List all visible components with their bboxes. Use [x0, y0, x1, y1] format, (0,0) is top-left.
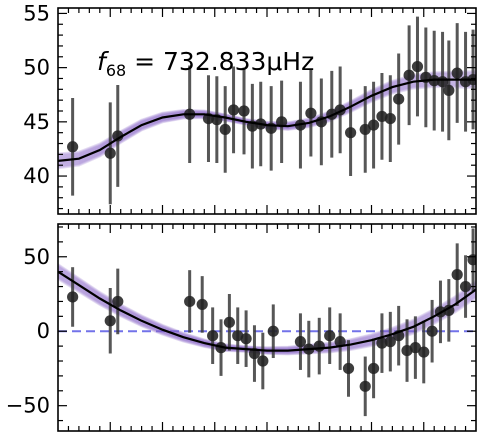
y-tick-label: 0	[37, 319, 50, 343]
plot-area	[58, 228, 476, 417]
posterior-sample-curve	[58, 263, 476, 350]
data-point	[342, 362, 355, 375]
data-point	[334, 336, 346, 348]
data-point	[418, 346, 430, 358]
data-point	[219, 123, 231, 136]
data-point	[67, 141, 79, 153]
data-point	[359, 380, 371, 392]
data-point	[411, 60, 424, 73]
data-point	[223, 316, 235, 328]
data-point	[238, 105, 250, 117]
best-fit-line	[58, 78, 476, 162]
data-point	[112, 130, 124, 142]
data-point	[459, 280, 472, 293]
y-tick-label: 40	[23, 164, 50, 188]
data-point	[294, 336, 307, 348]
data-point	[403, 69, 415, 81]
axes-frame	[57, 7, 477, 215]
y-tick-label: 55	[23, 1, 50, 25]
data-point	[67, 291, 79, 303]
data-point	[104, 147, 116, 159]
data-point	[367, 119, 380, 131]
posterior-sample-curve	[58, 264, 476, 350]
posterior-sample-curve	[58, 76, 476, 161]
data-point	[467, 254, 476, 266]
top-panel: 40 45 50 55	[23, 1, 477, 215]
data-point	[313, 340, 325, 352]
posterior-sample-curve	[58, 77, 476, 162]
data-point	[451, 67, 463, 79]
annotation-subscript: 68	[106, 61, 126, 80]
data-point	[426, 325, 438, 337]
annotation-value: = 732.833μHz	[126, 47, 314, 76]
data-point	[227, 104, 240, 116]
data-point	[367, 362, 380, 375]
data-point	[240, 333, 252, 345]
plot-area	[58, 16, 476, 205]
posterior-sample-curve	[58, 73, 476, 159]
data-point	[345, 127, 357, 139]
data-point	[112, 295, 124, 308]
posterior-sample-curve	[58, 266, 476, 351]
best-fit-line	[58, 270, 476, 352]
data-point	[104, 315, 116, 327]
data-point	[257, 355, 269, 367]
data-point	[443, 84, 455, 96]
data-point	[196, 298, 208, 311]
posterior-sample-curve	[58, 78, 476, 163]
data-point	[384, 112, 396, 125]
y-tick-label: 50	[23, 56, 50, 80]
data-point	[305, 107, 317, 119]
y-tick-label: 50	[23, 245, 50, 269]
data-point	[267, 325, 279, 337]
data-point	[409, 342, 421, 354]
y-tick-label: 45	[23, 110, 50, 134]
data-point	[359, 123, 371, 136]
data-point	[451, 269, 463, 281]
data-point	[324, 330, 336, 342]
posterior-samples-band	[58, 70, 476, 170]
data-point	[393, 93, 405, 105]
frequency-annotation: f68 = 732.833μHz	[97, 47, 314, 80]
posterior-sample-curve	[58, 265, 476, 351]
data-point	[184, 295, 196, 308]
y-tick-label: −50	[6, 394, 50, 418]
data-point	[376, 337, 388, 349]
data-point	[207, 330, 219, 342]
bottom-panel: −50 0 50	[6, 223, 477, 432]
data-point	[384, 336, 396, 348]
